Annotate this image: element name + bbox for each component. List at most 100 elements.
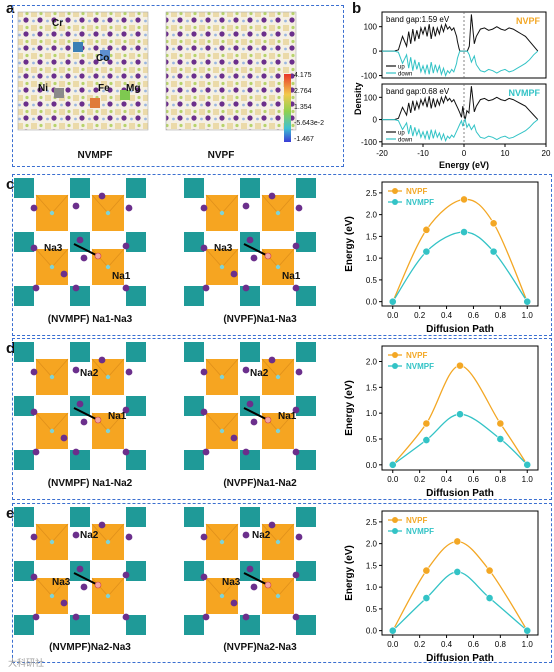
migration-endpoint <box>264 416 272 424</box>
polyhedron-tile <box>14 615 34 635</box>
sodium-atom <box>295 533 303 541</box>
vanadium-atom <box>49 210 55 216</box>
polyhedron-tile <box>126 232 146 252</box>
x-tick-label: 0.8 <box>495 640 507 649</box>
panel-letter-d: d <box>6 340 16 357</box>
x-tick-label: 0.6 <box>468 475 480 484</box>
sodium-atom <box>292 242 300 250</box>
polyhedron-tile <box>126 286 146 306</box>
polyhedron-tile <box>126 561 146 581</box>
vanadium-atom <box>219 428 225 434</box>
structure-c-nvmpf <box>14 178 154 308</box>
sodium-atom <box>30 573 38 581</box>
colorbar-tick-2: 1.354 <box>294 104 312 111</box>
data-point-nvmpf <box>523 626 532 635</box>
panel-e-frame <box>12 503 552 663</box>
sodium-atom <box>242 284 250 292</box>
data-point-nvmpf <box>460 228 468 236</box>
legend-marker <box>392 352 398 358</box>
data-point-nvmpf <box>388 626 397 635</box>
legend-label: NVPF <box>406 516 427 525</box>
compound-label: NVMPF <box>509 88 541 98</box>
migration-path <box>243 572 269 586</box>
legend-label: down <box>398 138 412 144</box>
sodium-atom <box>292 448 300 456</box>
site-d2-na2: Na2 <box>250 368 269 379</box>
polyhedron-tile <box>184 232 204 252</box>
y-tick-label: 100 <box>364 23 378 32</box>
polyhedron-tile <box>296 342 316 362</box>
x-tick-label: 0.4 <box>441 640 453 649</box>
x-tick-label: 0.2 <box>414 640 426 649</box>
polyhedron-tile <box>296 507 316 527</box>
structure-e-nvpf <box>184 507 324 637</box>
sodium-atom <box>72 531 80 539</box>
polyhedron-tile <box>184 286 204 306</box>
polyhedron-tile <box>70 178 90 198</box>
y-tick-label: 1.5 <box>366 232 378 241</box>
vanadium-atom <box>275 428 281 434</box>
structure-e-nvmpf <box>14 507 154 637</box>
polyhedron-tile <box>126 615 146 635</box>
x-tick-label: 20 <box>542 149 551 158</box>
vanadium-atom <box>105 264 111 270</box>
vanadium-atom <box>219 264 225 270</box>
x-tick-label: 0.8 <box>495 475 507 484</box>
sodium-atom <box>76 236 84 244</box>
y-axis-label: Energy (eV) <box>344 216 355 272</box>
dopant-cr-marker <box>73 42 83 52</box>
sodium-atom <box>242 202 250 210</box>
panel-letter-a: a <box>6 0 15 17</box>
panel-a-structures <box>17 11 297 142</box>
x-tick-label: 10 <box>501 149 510 158</box>
legend-marker <box>392 363 398 369</box>
site-e1-na2: Na2 <box>80 530 99 541</box>
vanadium-atom <box>275 539 281 545</box>
data-point-nvmpf <box>485 594 494 602</box>
site-e1-na3: Na3 <box>52 577 71 588</box>
panel-c-frame <box>12 174 552 336</box>
legend-marker <box>392 517 398 523</box>
sodium-atom <box>72 613 80 621</box>
y-tick-label: 1.5 <box>366 383 378 392</box>
y-tick-label: 2.0 <box>366 540 378 549</box>
sodium-atom <box>230 270 238 278</box>
sodium-atom <box>122 613 130 621</box>
dopant-mg-marker <box>120 90 130 100</box>
polyhedron-tile <box>70 342 90 362</box>
site-d2-na1: Na1 <box>278 411 297 422</box>
migration-endpoint <box>94 252 102 260</box>
legend-label: NVMPF <box>406 362 434 371</box>
sodium-atom <box>32 448 40 456</box>
plot-frame <box>381 510 539 636</box>
nvpf-lattice <box>165 11 297 131</box>
vanadium-atom <box>219 374 225 380</box>
y-tick-label: 0.0 <box>366 461 378 470</box>
polyhedron-tile <box>296 286 316 306</box>
y-tick-label: 0.5 <box>366 276 378 285</box>
sodium-atom <box>202 613 210 621</box>
site-d1-na2: Na2 <box>80 368 99 379</box>
band-gap-annotation: band gap:0.68 eV <box>386 87 450 96</box>
sodium-atom <box>125 204 133 212</box>
polyhedron-tile <box>296 396 316 416</box>
sodium-atom <box>295 204 303 212</box>
vanadium-atom <box>275 264 281 270</box>
sodium-atom <box>122 571 130 579</box>
y-tick-label: 2.0 <box>366 211 378 220</box>
data-point-nvpf <box>422 566 431 575</box>
data-point-nvmpf <box>523 297 532 306</box>
panel-d-frame <box>12 338 552 500</box>
panel-letter-c: c <box>6 176 15 193</box>
dos-series-up <box>382 14 539 52</box>
vanadium-atom <box>275 374 281 380</box>
data-point-nvpf <box>460 195 468 204</box>
sodium-atom <box>122 448 130 456</box>
sodium-atom <box>60 270 68 278</box>
site-e2-na2: Na2 <box>252 530 271 541</box>
polyhedron-tile <box>184 615 204 635</box>
x-tick-label: 0.2 <box>414 311 426 320</box>
x-tick-label: -10 <box>417 149 429 158</box>
sodium-atom <box>268 356 276 364</box>
compound-label: NVPF <box>516 16 541 26</box>
